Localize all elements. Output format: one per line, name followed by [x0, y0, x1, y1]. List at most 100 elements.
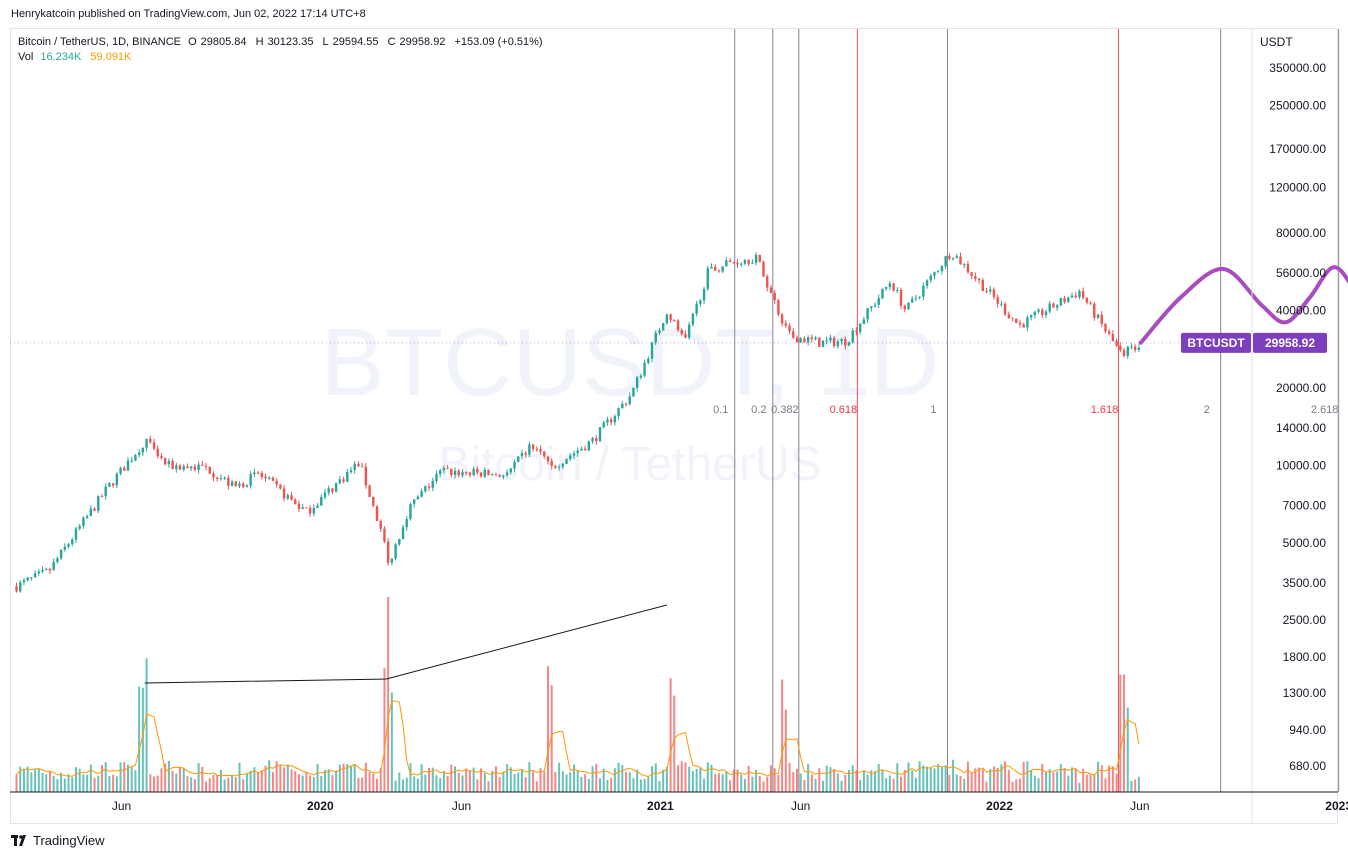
candle-body — [357, 463, 360, 467]
fib-label-0.2: 0.2 — [751, 404, 766, 416]
volume-bar — [1056, 771, 1059, 792]
candle-body — [751, 262, 754, 264]
candle-body — [491, 474, 494, 476]
price-tag: BTCUSDT 29958.92 — [10, 332, 1327, 353]
volume-bar — [926, 766, 929, 792]
volume-bar — [814, 778, 817, 792]
candle-body — [1000, 303, 1003, 305]
volume-bar — [112, 774, 115, 792]
volume-bar — [777, 774, 780, 792]
price-tick-label: 1800.00 — [1283, 650, 1327, 664]
candle-body — [996, 297, 999, 304]
candle-body — [249, 474, 252, 486]
candle-body — [948, 256, 951, 259]
candle-body — [26, 577, 29, 581]
candle-body — [290, 495, 293, 500]
candle-body — [505, 472, 509, 476]
volume-bar — [769, 765, 772, 792]
candle-body — [602, 422, 605, 428]
candle-body — [866, 308, 869, 320]
volume-bar — [134, 770, 137, 792]
candle-body — [412, 499, 416, 504]
volume-bar — [160, 768, 163, 792]
volume-bar — [338, 764, 341, 792]
candle-body — [230, 481, 234, 486]
candle-body — [702, 288, 706, 301]
candle-body — [732, 261, 735, 263]
candle-body — [297, 503, 301, 509]
volume-bar — [900, 776, 903, 792]
volume-bar — [803, 779, 806, 792]
candle-body — [613, 416, 617, 423]
candle-body — [353, 463, 356, 471]
volume-bar — [167, 760, 170, 792]
volume-bar — [732, 769, 735, 792]
volume-bar — [584, 774, 587, 792]
volume-bar — [498, 777, 501, 792]
volume-bar — [725, 771, 728, 792]
volume-bar — [93, 777, 96, 792]
volume-bar — [1126, 707, 1129, 792]
candle-body — [238, 483, 241, 487]
reference-trendline — [144, 604, 668, 684]
chart-legend: Bitcoin / TetherUS, 1D, BINANCE O 29805.8… — [18, 35, 549, 65]
candle-body — [799, 338, 802, 343]
volume-bar — [606, 779, 609, 792]
volume-bar — [528, 761, 531, 792]
candle-body — [1048, 303, 1051, 312]
volume-bar — [1067, 775, 1070, 792]
candle-body — [810, 337, 814, 340]
legend-low: 29594.55 — [332, 36, 379, 48]
volume-bar — [208, 778, 211, 792]
volume-bar — [100, 765, 103, 792]
candle-body — [279, 484, 282, 489]
volume-bar — [331, 775, 334, 792]
candle-body — [446, 468, 449, 470]
volume-bar — [662, 769, 665, 792]
candle-body — [535, 448, 539, 450]
candle-body — [903, 305, 906, 310]
volume-bar — [465, 768, 468, 792]
candle-body — [74, 528, 78, 540]
candle-body — [554, 465, 557, 468]
volume-bar — [271, 772, 274, 792]
candle-body — [115, 473, 119, 486]
candle-body — [97, 496, 100, 511]
candle-body — [275, 480, 278, 485]
candle-body — [260, 472, 263, 477]
volume-bar — [643, 778, 646, 792]
candle-body — [149, 438, 152, 443]
candle-body — [814, 337, 817, 340]
volume-bar — [1119, 674, 1122, 792]
price-tag-value-bg — [1253, 332, 1327, 353]
candle-body — [546, 456, 550, 462]
volume-bar — [439, 778, 442, 792]
volume-bar — [327, 769, 330, 792]
candle-body — [476, 468, 479, 473]
volume-bar — [1074, 768, 1077, 792]
volume-bar — [223, 779, 226, 792]
candle-body — [665, 314, 669, 324]
volume-bar — [870, 770, 873, 792]
candle-body — [725, 260, 728, 267]
volume-bar — [989, 769, 992, 792]
volume-bar — [565, 774, 568, 792]
candle-body — [654, 332, 657, 343]
volume-bar — [914, 777, 917, 792]
volume-bar — [130, 767, 133, 792]
candle-body — [349, 470, 353, 473]
volume-bar — [349, 766, 352, 792]
volume-bar — [1026, 761, 1029, 792]
candle-body — [728, 260, 732, 262]
volume-bar — [361, 777, 364, 792]
candle-body — [204, 465, 208, 467]
candle-body — [360, 466, 364, 468]
time-tick-label: Jun — [1130, 799, 1149, 813]
volume-bar — [755, 769, 758, 792]
volume-bar — [554, 772, 557, 792]
volume-bar — [651, 766, 654, 792]
candle-body — [1015, 318, 1018, 323]
volume-bar — [257, 773, 260, 792]
volume-bar — [918, 761, 921, 792]
